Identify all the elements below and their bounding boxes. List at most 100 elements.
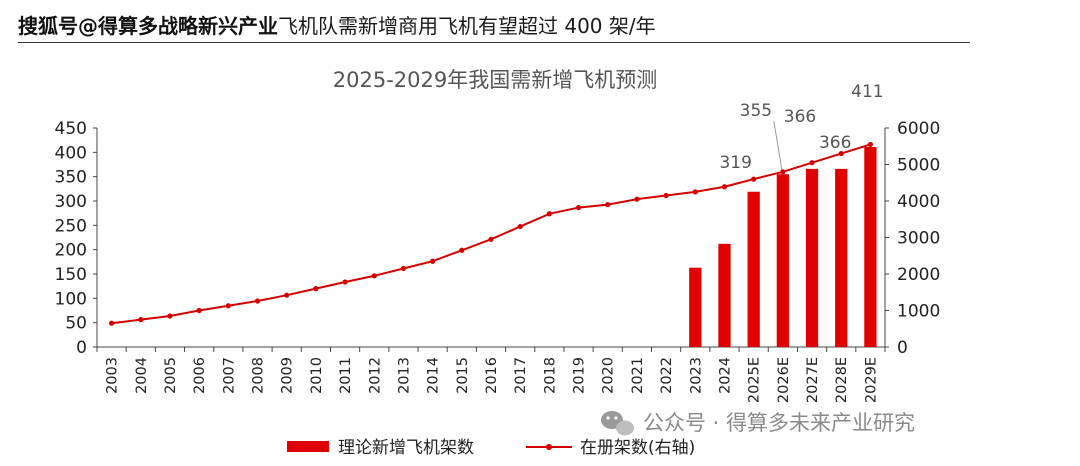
legend-item-line: 在册架数(右轴) xyxy=(526,438,695,458)
x-tick-label: 2026E xyxy=(776,357,792,403)
data-label-leader xyxy=(773,121,783,170)
bar xyxy=(864,146,877,347)
y-left-tick-label: 50 xyxy=(65,314,87,334)
legend: 理论新增飞机架数 在册架数(右轴) xyxy=(287,438,695,458)
line-point xyxy=(138,317,144,323)
data-label: 411 xyxy=(851,82,883,102)
x-tick-label: 2004 xyxy=(134,357,150,394)
data-label: 366 xyxy=(819,133,851,153)
x-tick-label: 2012 xyxy=(367,357,383,394)
line-point xyxy=(546,211,552,217)
y-left-tick-label: 200 xyxy=(55,241,87,261)
footer-watermark: 公众号 · 得算多未来产业研究 xyxy=(601,411,915,436)
y-right-tick-label: 1000 xyxy=(897,302,940,322)
y-left-tick-label: 100 xyxy=(55,289,87,309)
legend-bar-label: 理论新增飞机架数 xyxy=(338,438,474,458)
line-point xyxy=(867,141,874,148)
line-point xyxy=(313,286,319,292)
header-title-text: 飞机队需新增商用飞机有望超过 400 架/年 xyxy=(278,14,656,38)
legend-bar-swatch xyxy=(287,441,329,452)
footer-watermark-text: 公众号 · 得算多未来产业研究 xyxy=(643,411,915,435)
bar xyxy=(805,168,819,347)
bar xyxy=(718,243,731,347)
y-left-tick-label: 0 xyxy=(76,338,87,358)
x-tick-label: 2027E xyxy=(805,357,821,403)
line-point xyxy=(400,265,407,272)
line-point xyxy=(838,150,844,157)
x-tick-label: 2016 xyxy=(484,357,500,394)
line-point xyxy=(605,202,611,208)
y-right-tick-label: 6000 xyxy=(897,119,940,139)
line-point xyxy=(663,192,669,199)
line-point xyxy=(809,160,815,166)
x-tick-label: 2005 xyxy=(163,357,179,394)
bar xyxy=(747,191,760,347)
x-tick-label: 2007 xyxy=(221,357,237,394)
y-left-tick-label: 400 xyxy=(55,143,87,163)
x-tick-label: 2018 xyxy=(542,357,558,394)
legend-item-bar: 理论新增飞机架数 xyxy=(287,438,474,458)
line-point xyxy=(751,176,757,182)
line-point xyxy=(108,320,115,326)
x-tick-label: 2011 xyxy=(338,357,354,394)
line-point xyxy=(488,236,494,242)
x-tick-label: 2021 xyxy=(630,357,646,394)
line-point xyxy=(254,298,261,304)
chart-axes: 0 50 100 150 200 250 300 350 400 450 0 1000 2000 3000… xyxy=(55,119,941,403)
bar xyxy=(776,174,789,347)
y-left-tick-label: 150 xyxy=(55,265,87,285)
x-tick-label: 2022 xyxy=(659,357,675,394)
x-tick-label: 2009 xyxy=(280,357,296,394)
data-label: 355 xyxy=(740,101,772,121)
y-left-tick-label: 350 xyxy=(55,168,87,188)
legend-line-label: 在册架数(右轴) xyxy=(580,438,695,458)
x-tick-label: 2013 xyxy=(396,357,412,394)
watermark-text: 搜狐号@得算多战略新兴产业 xyxy=(18,14,278,38)
line-point xyxy=(342,279,348,285)
line-point xyxy=(575,204,582,211)
line-point xyxy=(430,258,436,264)
line-point xyxy=(284,292,290,298)
x-tick-label: 2014 xyxy=(426,357,442,394)
line-point xyxy=(225,303,231,309)
wechat-icon xyxy=(601,411,634,436)
header-divider xyxy=(18,42,970,43)
x-tick-label: 2010 xyxy=(309,357,325,394)
line-point xyxy=(634,196,640,202)
x-tick-label: 2003 xyxy=(105,357,121,394)
line-point xyxy=(459,247,465,253)
x-tick-label: 2023 xyxy=(688,357,704,394)
y-right-tick-label: 0 xyxy=(897,338,908,358)
x-tick-label: 2017 xyxy=(513,357,529,394)
line-point xyxy=(692,189,698,195)
x-tick-label: 2029E xyxy=(863,357,879,403)
y-right-tick-label: 4000 xyxy=(897,192,940,212)
y-right-tick-label: 3000 xyxy=(897,229,940,249)
x-tick-label: 2024 xyxy=(717,357,733,394)
x-tick-label: 2028E xyxy=(834,357,850,403)
x-tick-label: 2019 xyxy=(572,357,588,394)
x-tick-label: 2015 xyxy=(455,357,471,394)
y-right-tick-label: 5000 xyxy=(897,156,940,176)
legend-line-marker xyxy=(546,444,552,450)
header-title: 搜狐号@得算多战略新兴产业飞机队需新增商用飞机有望超过 400 架/年 xyxy=(18,12,978,40)
x-tick-label: 2025E xyxy=(747,357,763,403)
y-left-tick-label: 250 xyxy=(55,216,87,236)
x-tick-label: 2008 xyxy=(251,357,267,394)
y-left-tick-label: 450 xyxy=(55,119,87,139)
line-series xyxy=(108,141,874,326)
x-tick-label: 2020 xyxy=(601,357,617,394)
y-right-tick-label: 2000 xyxy=(897,265,940,285)
line-point xyxy=(371,273,377,279)
bar-series xyxy=(689,146,877,347)
bar xyxy=(689,267,702,347)
y-left-tick-label: 300 xyxy=(55,192,87,212)
bar xyxy=(835,168,848,347)
line-point xyxy=(780,169,786,175)
line-point xyxy=(517,223,523,230)
chart-title: 2025-2029年我国需新增飞机预测 xyxy=(333,68,657,92)
line-point xyxy=(196,307,202,314)
x-tick-label: 2006 xyxy=(192,357,208,394)
data-label: 319 xyxy=(719,153,751,173)
